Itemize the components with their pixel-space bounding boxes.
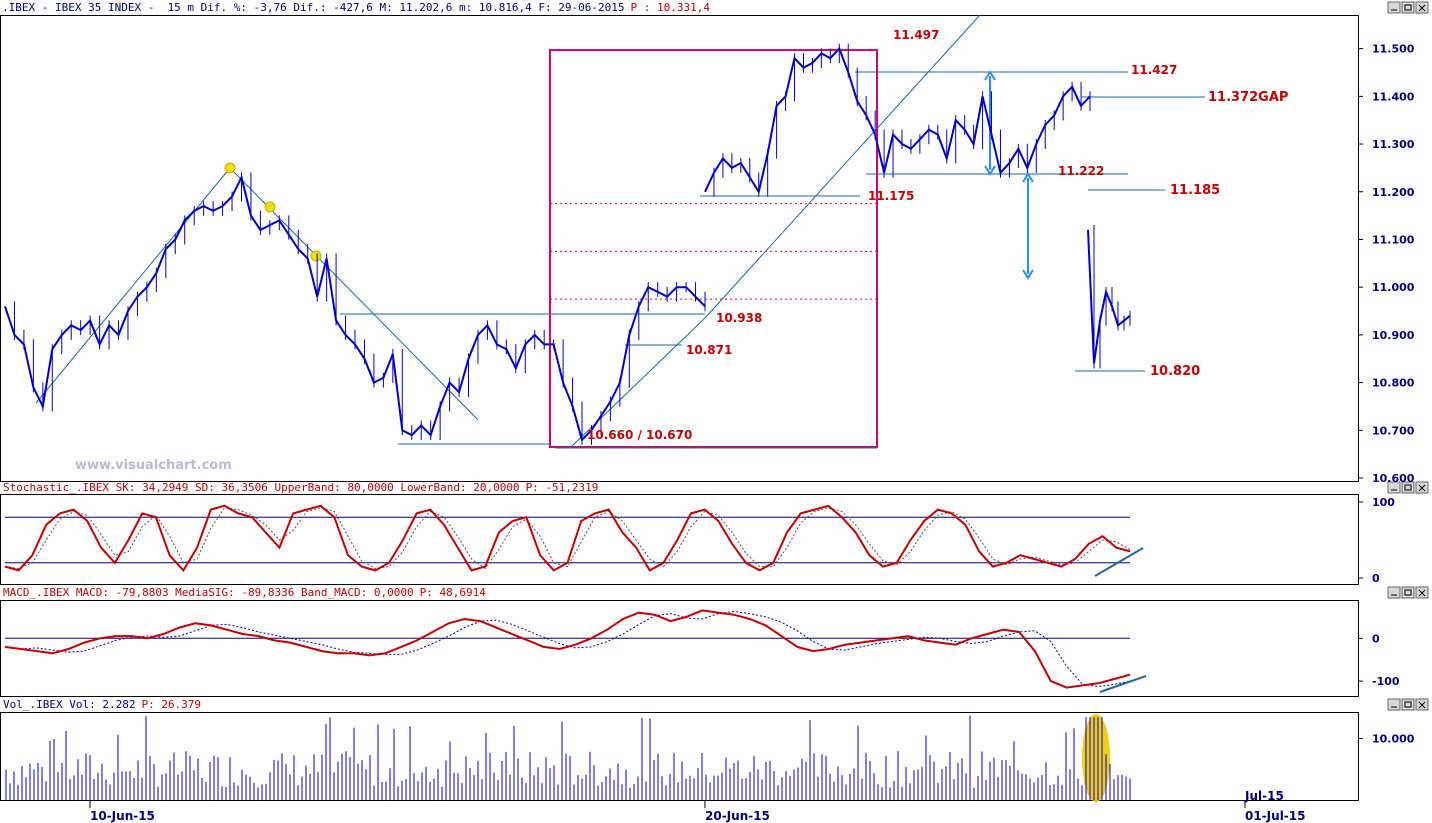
level-label: 11.222	[1058, 164, 1104, 178]
price-line	[4, 174, 706, 442]
level-label: 11.175	[868, 189, 914, 203]
trend-line	[35, 167, 231, 404]
x-tick-label: 01-Jul-15	[1245, 809, 1305, 823]
price-y-axis: 11.500 11.400 11.300 11.200 11.100 11.000 10.9…	[1358, 43, 1415, 485]
stoch-y-tick: 100	[1372, 496, 1395, 509]
maximize-icon	[1404, 589, 1412, 596]
y-tick-label: 11.100	[1372, 233, 1415, 246]
trend-line	[704, 14, 981, 319]
maximize-icon	[1404, 701, 1412, 708]
stoch-trend-line	[1094, 547, 1144, 577]
y-tick-label: 11.300	[1372, 138, 1415, 151]
y-tick-label: 11.400	[1372, 90, 1415, 103]
maximize-icon	[1404, 4, 1412, 11]
x-tick-label: 20-Jun-15	[705, 809, 770, 823]
volume-header: Vol_.IBEX Vol: 2.282 P: 26.379	[3, 698, 201, 711]
vol-y-tick: 10.000	[1372, 733, 1415, 746]
level-label: 11.372GAP	[1208, 90, 1288, 105]
y-tick-label: 10.900	[1372, 329, 1415, 342]
pivot-marker	[310, 250, 322, 262]
close-icon	[1418, 589, 1426, 597]
macd-y-tick: -100	[1372, 675, 1400, 688]
macd-plot: 0 -100	[4, 609, 1400, 693]
price-line	[704, 46, 1091, 195]
price-series	[4, 43, 1131, 445]
stoch-line	[4, 504, 1131, 573]
macd-signal-line	[4, 610, 1131, 688]
level-label: 11.185	[1170, 183, 1220, 198]
level-label: 10.938	[716, 311, 762, 325]
close-icon	[1418, 701, 1426, 709]
y-tick-label: 11.500	[1372, 43, 1415, 56]
pivot-marker	[224, 162, 236, 174]
window-controls-volume[interactable]	[1387, 698, 1429, 711]
close-icon	[1418, 484, 1426, 492]
window-controls-stochastic[interactable]	[1387, 481, 1429, 494]
stoch-signal-line	[4, 507, 1131, 570]
y-tick-label: 11.200	[1372, 186, 1415, 199]
x-tick-label: 10-Jun-15	[90, 809, 155, 823]
x-tick-label: Jul-15	[1244, 789, 1284, 803]
y-tick-label: 10.600	[1372, 472, 1415, 485]
stochastic-header: Stochastic_.IBEX SK: 34,2949 SD: 36,3506…	[3, 481, 598, 494]
level-label: 11.497	[893, 28, 939, 42]
price-levels: 11.497 11.427 11.372GAP 11.222 11.185 11.175 1…	[587, 28, 1288, 442]
y-tick-label: 10.800	[1372, 377, 1415, 390]
price-header: .IBEX - IBEX 35 INDEX - 15 m Dif. %: -3,…	[2, 1, 710, 14]
range-box	[549, 49, 878, 448]
level-label: 10.660 / 10.670	[587, 428, 692, 442]
level-label: 11.427	[1131, 63, 1177, 77]
y-tick-label: 11.000	[1372, 281, 1415, 294]
level-label: 10.820	[1150, 364, 1200, 379]
macd-header: MACD_.IBEX MACD: -79,8803 MediaSIG: -89,…	[3, 586, 486, 599]
macd-line	[4, 609, 1131, 689]
level-label: 10.871	[686, 343, 732, 357]
price-annotations	[35, 14, 1205, 449]
y-tick-label: 10.700	[1372, 424, 1415, 437]
window-controls-macd[interactable]	[1387, 586, 1429, 599]
panel-frames	[0, 15, 1359, 801]
watermark: www.visualchart.com	[75, 458, 232, 473]
maximize-icon	[1404, 484, 1412, 491]
stochastic-plot: 100 0	[4, 496, 1395, 585]
price-line	[1087, 229, 1131, 364]
pivot-marker	[264, 201, 276, 213]
macd-y-tick: 0	[1372, 632, 1380, 645]
window-controls-price[interactable]	[1387, 1, 1429, 14]
volume-highlight	[1082, 714, 1110, 802]
x-axis: 10-Jun-15 20-Jun-15 Jul-15 01-Jul-15	[89, 789, 1305, 823]
volume-plot: 10.000	[5, 714, 1415, 802]
stoch-y-tick: 0	[1372, 572, 1380, 585]
trend-line	[569, 317, 706, 449]
macd-trend-line	[1099, 675, 1147, 693]
close-icon	[1418, 4, 1426, 12]
